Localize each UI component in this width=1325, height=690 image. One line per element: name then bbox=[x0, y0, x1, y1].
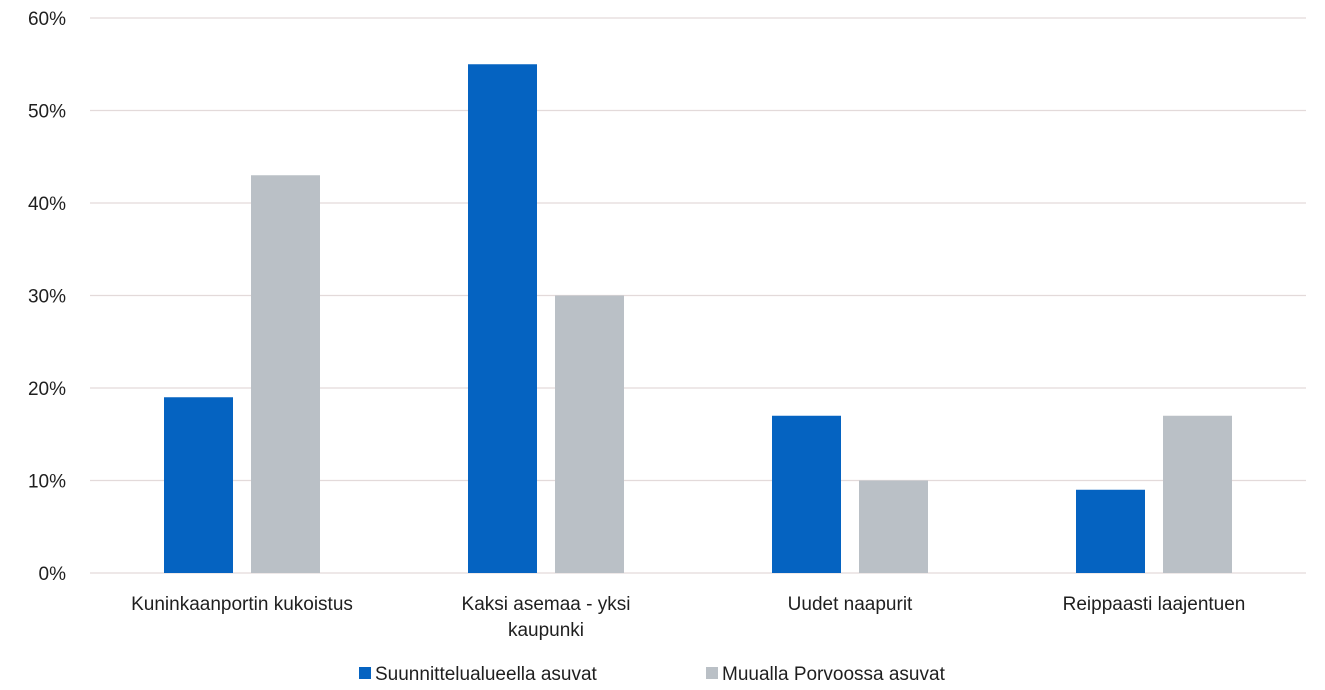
x-category-label-line: Kaksi asemaa - yksi bbox=[462, 594, 631, 615]
bar-series-0-cat-0 bbox=[164, 397, 233, 573]
y-tick-label: 20% bbox=[28, 379, 66, 400]
y-tick-label: 40% bbox=[28, 194, 66, 215]
y-tick-label: 60% bbox=[28, 9, 66, 30]
x-axis-labels: Kuninkaanportin kukoistus Kaksi asemaa - … bbox=[131, 594, 1245, 641]
bar-series-1-cat-2 bbox=[859, 480, 928, 573]
x-category-label-line: Reippaasti laajentuen bbox=[1063, 594, 1246, 615]
bars bbox=[164, 64, 1232, 573]
legend-swatch bbox=[706, 667, 718, 679]
legend-swatch bbox=[359, 667, 371, 679]
x-category-label: Uudet naapurit bbox=[788, 594, 913, 615]
legend-label: Muualla Porvoossa asuvat bbox=[722, 664, 946, 685]
x-category-label: Kuninkaanportin kukoistus bbox=[131, 594, 353, 615]
y-tick-label: 0% bbox=[39, 564, 67, 585]
x-category-label-line: Kuninkaanportin kukoistus bbox=[131, 594, 353, 615]
bar-series-1-cat-0 bbox=[251, 175, 320, 573]
bar-series-0-cat-1 bbox=[468, 64, 537, 573]
bar-series-0-cat-2 bbox=[772, 415, 841, 573]
y-tick-label: 50% bbox=[28, 102, 66, 123]
bar-series-1-cat-1 bbox=[555, 295, 624, 573]
legend-label: Suunnittelualueella asuvat bbox=[375, 664, 598, 685]
bar-series-0-cat-3 bbox=[1076, 489, 1145, 573]
x-category-label-line: kaupunki bbox=[508, 620, 584, 641]
x-category-label-line: Uudet naapurit bbox=[788, 594, 913, 615]
y-tick-label: 10% bbox=[28, 472, 66, 493]
legend: Suunnittelualueella asuvat Muualla Porvoo… bbox=[359, 664, 946, 685]
x-category-label: Reippaasti laajentuen bbox=[1063, 594, 1246, 615]
y-tick-label: 30% bbox=[28, 287, 66, 308]
x-category-label: Kaksi asemaa - yksi kaupunki bbox=[462, 594, 631, 641]
bar-series-1-cat-3 bbox=[1163, 415, 1232, 573]
y-axis-ticks: 0% 10% 20% 30% 40% 50% 60% bbox=[28, 9, 66, 585]
